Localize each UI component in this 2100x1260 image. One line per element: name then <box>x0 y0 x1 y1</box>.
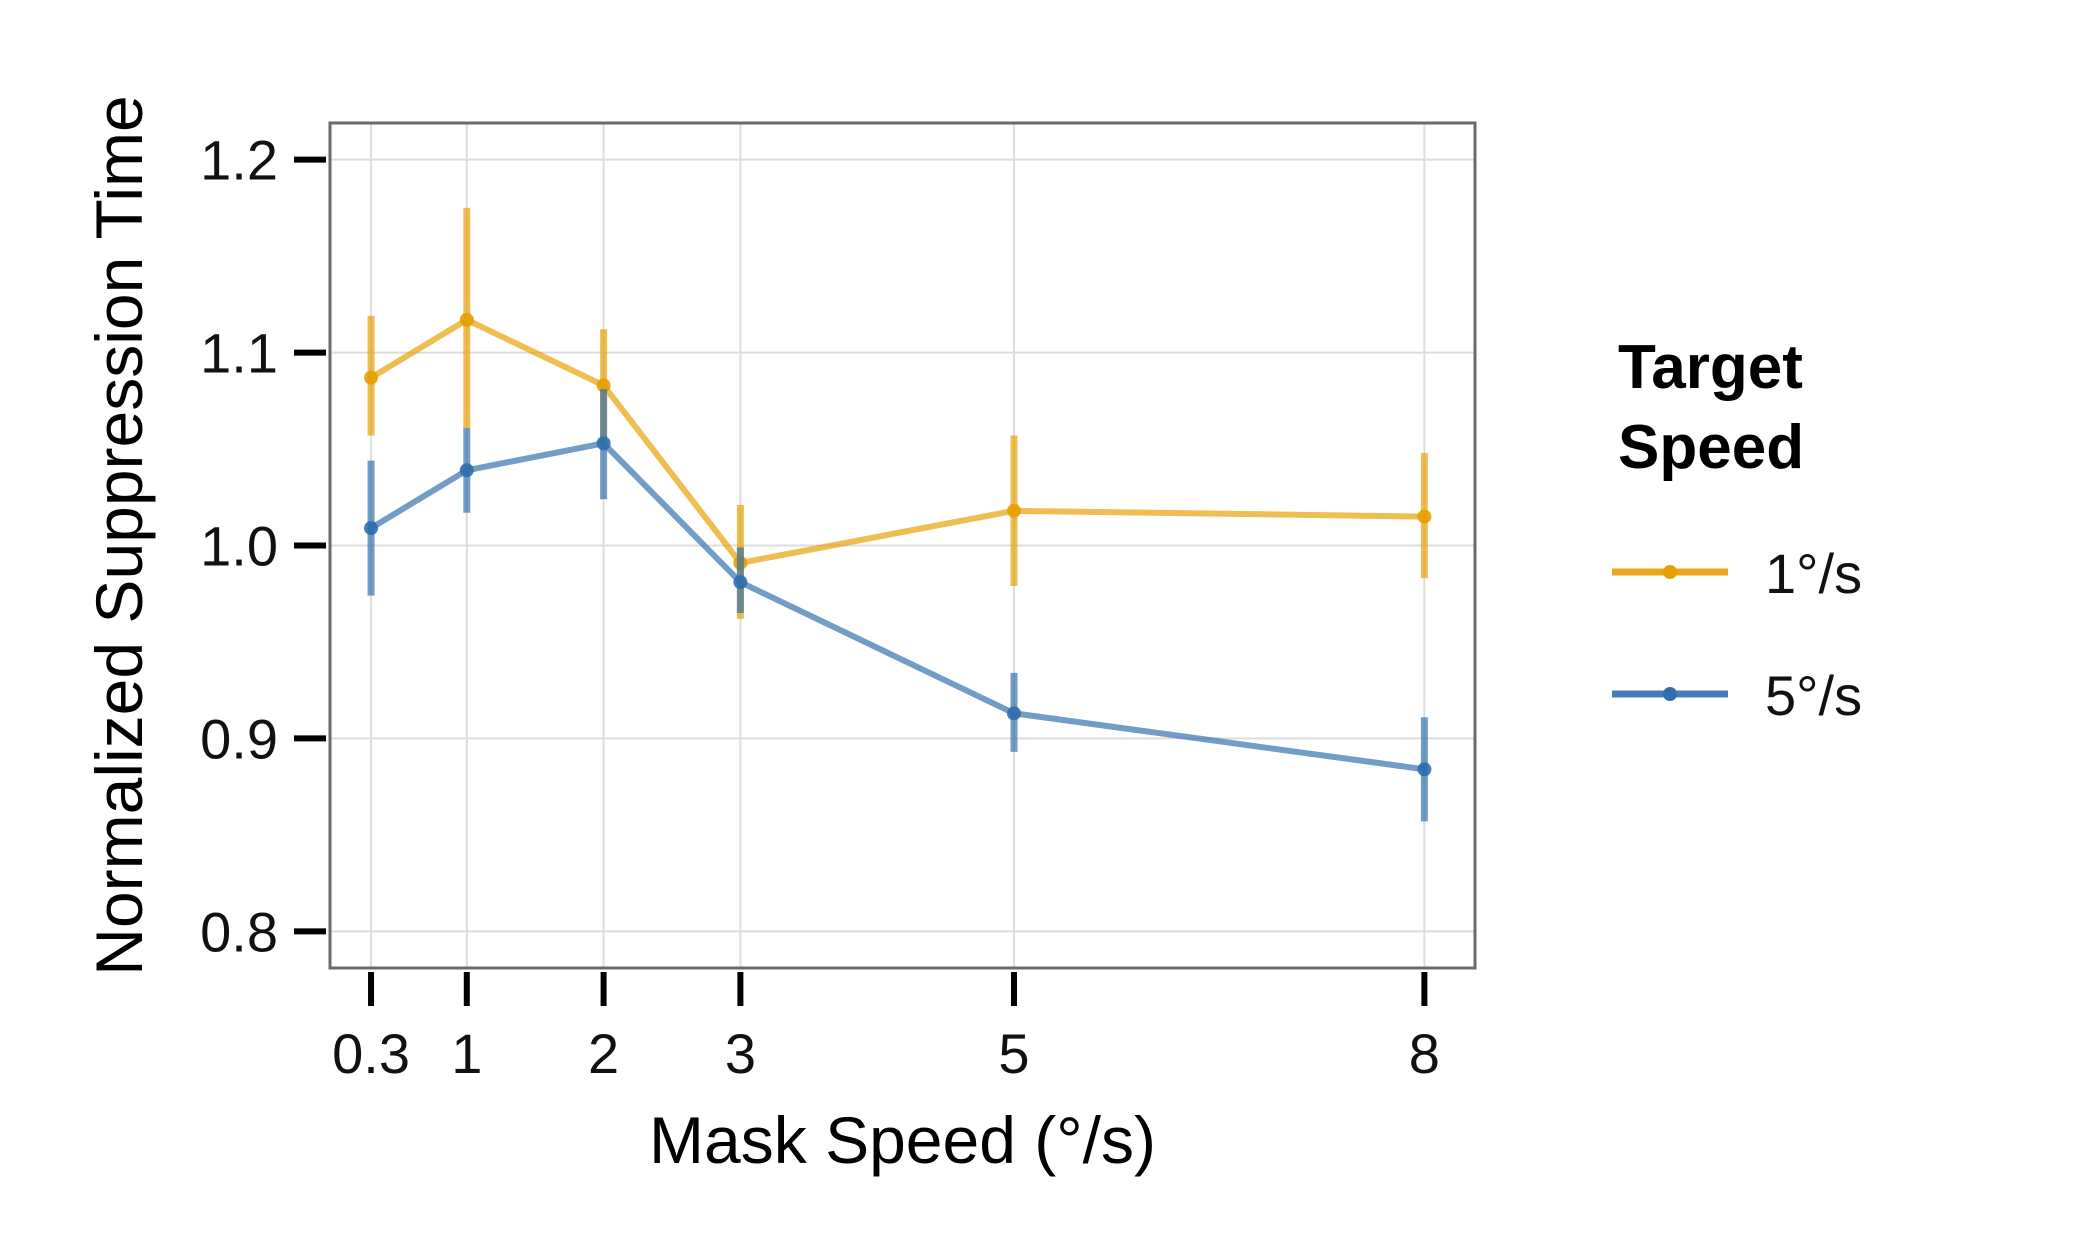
legend-item: 1°/s <box>1612 542 1862 605</box>
x-tick-label: 1 <box>451 1022 482 1085</box>
legend-title-line: Target <box>1618 333 1803 402</box>
series-line <box>368 440 1428 773</box>
legend-items: 1°/s 5°/s <box>1612 542 1862 727</box>
plot-frame <box>328 121 1477 970</box>
data-point <box>1417 509 1432 524</box>
legend: Target Speed 1°/s 5°/s <box>1612 333 1862 727</box>
data-point <box>459 312 474 327</box>
data-point <box>596 436 611 451</box>
legend-label: 5°/s <box>1765 664 1862 727</box>
data-point <box>1417 762 1432 777</box>
x-tick-label: 5 <box>998 1022 1029 1085</box>
legend-title-line: Speed <box>1618 413 1804 482</box>
x-tick-label: 8 <box>1409 1022 1440 1085</box>
grid-layer <box>330 123 1475 968</box>
data-point <box>1006 706 1021 721</box>
y-tick-label: 1.1 <box>200 322 278 385</box>
series-group <box>364 389 1432 822</box>
data-point <box>596 378 611 393</box>
y-tick-label: 1.2 <box>200 129 278 192</box>
axis-layer: 0.8 0.9 1.0 1.1 1.2 0.3 1 2 3 5 8 <box>200 129 1440 1085</box>
x-axis-title: Mask Speed (°/s) <box>649 1103 1156 1177</box>
legend-swatch-point <box>1663 687 1677 701</box>
data-point <box>1006 503 1021 518</box>
y-tick-label: 1.0 <box>200 515 278 578</box>
legend-item: 5°/s <box>1612 664 1862 727</box>
data-point <box>733 575 748 590</box>
legend-swatch-point <box>1663 565 1677 579</box>
data-point <box>459 463 474 478</box>
x-tick-label: 0.3 <box>332 1022 410 1085</box>
y-tick-label: 0.9 <box>200 707 278 770</box>
x-tick-label: 3 <box>725 1022 756 1085</box>
legend-label: 1°/s <box>1765 542 1862 605</box>
series-line <box>368 316 1428 566</box>
y-tick-label: 0.8 <box>200 900 278 963</box>
data-point <box>364 370 379 385</box>
series-layer <box>364 207 1432 822</box>
data-point <box>364 521 379 536</box>
x-tick-label: 2 <box>588 1022 619 1085</box>
y-axis-title: Normalized Suppression Time <box>82 95 156 975</box>
